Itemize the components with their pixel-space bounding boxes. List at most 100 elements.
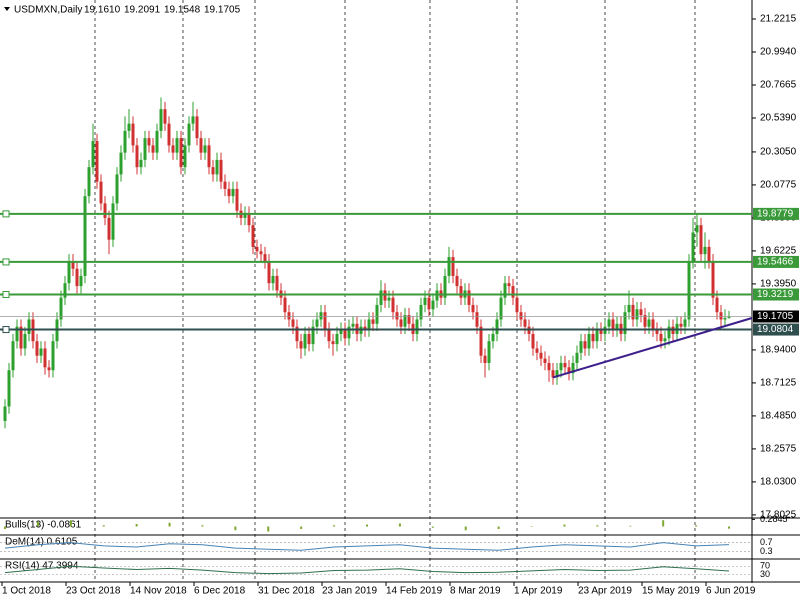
candle-body xyxy=(491,333,495,342)
candle-body xyxy=(67,261,71,284)
candle-body xyxy=(691,232,695,262)
candle-body xyxy=(215,159,219,175)
candle-body xyxy=(455,275,459,287)
candle-body xyxy=(35,341,39,356)
indicator-bar xyxy=(102,525,105,527)
candle-body xyxy=(335,333,339,345)
indicator-bar xyxy=(4,526,6,529)
quote-value: 19.1548 xyxy=(164,5,201,16)
candle-body xyxy=(15,326,19,342)
candle-body xyxy=(87,167,91,197)
candle-body xyxy=(375,304,379,324)
candle-body xyxy=(591,333,595,342)
level-tag: 19.0804 xyxy=(2,323,799,336)
candle-body xyxy=(371,319,375,324)
indicator-bar xyxy=(695,525,698,527)
candle-body xyxy=(535,348,539,353)
candle-body xyxy=(451,257,455,276)
y-tick-label: 20.9940 xyxy=(760,47,797,58)
candle-body xyxy=(467,290,471,305)
level-label: 19.0804 xyxy=(757,324,794,335)
candle-body xyxy=(519,312,523,320)
candle-body xyxy=(383,290,387,301)
candle-body xyxy=(563,362,567,368)
candle-body xyxy=(711,261,715,298)
candle-body xyxy=(687,261,691,320)
candle-body xyxy=(343,329,347,339)
candle-body xyxy=(351,323,355,327)
candle-body xyxy=(267,261,271,284)
candle-body xyxy=(499,297,503,320)
candle-body xyxy=(559,362,563,371)
indicator-bar xyxy=(135,524,138,527)
candle-body xyxy=(263,254,267,262)
candle-body xyxy=(147,138,151,146)
candle-body xyxy=(247,213,251,226)
current-price-label: 19.1705 xyxy=(757,311,794,322)
level-label: 19.5466 xyxy=(757,257,794,268)
candle-body xyxy=(391,297,395,313)
x-tick-label: 14 Feb 2019 xyxy=(386,586,443,597)
candle-body xyxy=(419,304,423,320)
candle-body xyxy=(427,297,431,310)
candle-body xyxy=(103,203,107,218)
candle-body xyxy=(635,309,639,320)
indicator-bar xyxy=(300,526,303,529)
candle-body xyxy=(119,152,123,175)
candle-body xyxy=(39,348,43,356)
candle-body xyxy=(115,174,119,204)
y-tick-label: 17.8025 xyxy=(760,510,797,521)
indicator-bar xyxy=(464,526,467,531)
candle-body xyxy=(311,326,315,345)
indicator-bar xyxy=(563,524,566,527)
candle-body xyxy=(399,319,403,327)
x-tick-label: 23 Apr 2019 xyxy=(578,586,632,597)
y-tick-label: 18.2575 xyxy=(760,444,797,455)
x-tick-label: 23 Jan 2019 xyxy=(322,586,377,597)
y-tick-label: 20.3050 xyxy=(760,147,797,158)
indicator-bar xyxy=(728,526,730,529)
candle-body xyxy=(219,159,223,182)
candle-body xyxy=(79,275,83,287)
candle-body xyxy=(699,225,703,255)
candle-body xyxy=(163,109,167,124)
indicator-bar xyxy=(267,526,270,532)
indicator-bar xyxy=(234,526,237,531)
level-anchor xyxy=(2,210,10,218)
candle-body xyxy=(447,257,451,276)
candle-body xyxy=(379,290,383,305)
candle-body xyxy=(423,297,427,305)
indicator-bar xyxy=(596,525,599,527)
level-label: 19.8779 xyxy=(757,209,794,220)
level-tag: 19.8779 xyxy=(2,207,799,220)
candle-body xyxy=(327,329,331,342)
candle-body xyxy=(43,348,47,368)
candle-body xyxy=(583,341,587,349)
candle-body xyxy=(151,145,155,153)
candle-body xyxy=(19,326,23,349)
candle-body xyxy=(223,181,227,189)
candle-body xyxy=(555,370,559,378)
candle-body xyxy=(83,196,87,276)
quote-value: 19.1610 xyxy=(84,5,121,16)
candle-body xyxy=(207,145,211,168)
candle-body xyxy=(663,338,667,342)
candle-body xyxy=(571,362,575,374)
candle-body xyxy=(243,213,247,218)
candle-body xyxy=(179,138,183,168)
candle-body xyxy=(299,341,303,349)
level-anchor xyxy=(2,258,10,266)
x-tick-label: 15 May 2019 xyxy=(642,586,700,597)
level-tag: 19.3219 xyxy=(2,288,799,301)
symbol-menu-icon[interactable] xyxy=(4,7,10,11)
candle-body xyxy=(287,312,291,320)
y-tick-label: 0.7 xyxy=(760,537,773,547)
candle-body xyxy=(475,312,479,327)
candle-body xyxy=(135,145,139,168)
candle-body xyxy=(487,341,491,363)
indicator-bar xyxy=(36,521,39,527)
candle-body xyxy=(715,297,719,313)
candle-body xyxy=(607,319,611,327)
candle-body xyxy=(143,138,147,160)
